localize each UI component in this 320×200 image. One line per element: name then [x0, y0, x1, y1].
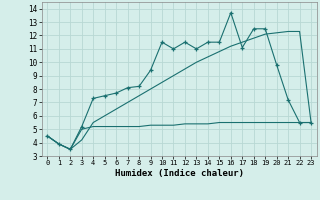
X-axis label: Humidex (Indice chaleur): Humidex (Indice chaleur) — [115, 169, 244, 178]
